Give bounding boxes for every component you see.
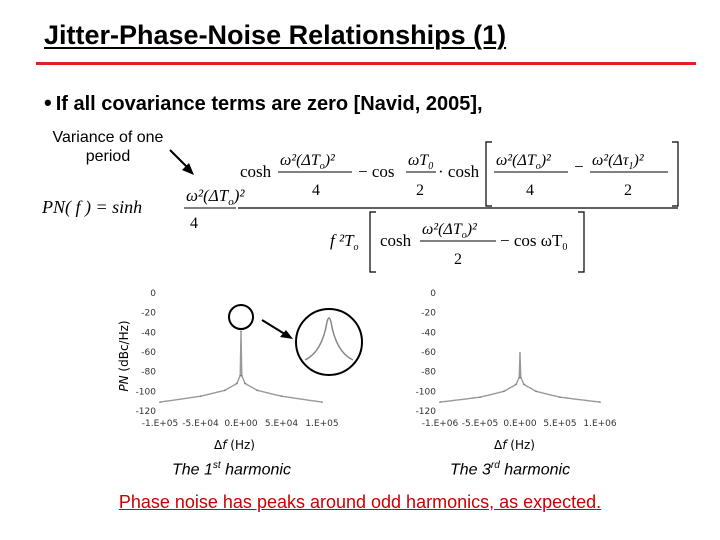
data-point (518, 376, 520, 379)
x-tick-label: -5.E+05 (462, 419, 499, 429)
y-tick-label: -120 (136, 407, 157, 417)
peak-highlight-circle (228, 304, 254, 330)
x-tick-label: 0.E+00 (224, 419, 258, 429)
variance-note: Variance of one period (52, 129, 164, 165)
x-tick-label: 0.E+00 (503, 419, 537, 429)
data-point (523, 383, 525, 386)
data-point (520, 376, 522, 379)
eq-sinh-den: 4 (190, 215, 198, 232)
data-point (199, 395, 202, 398)
x-axis-label-2: Δf (Hz) (494, 438, 535, 452)
x-tick-label: 5.E+04 (265, 419, 299, 429)
note-arrow-head-icon (182, 163, 194, 175)
bullet-point: • If all covariance terms are zero [Navid… (44, 90, 483, 116)
eq-den-minus-cos: − cos ωT0 (500, 231, 567, 253)
data-point (239, 374, 241, 377)
y-tick-label: -80 (421, 368, 436, 378)
eq-num-frac2: ωT0 (408, 152, 433, 172)
eq-den-cosh: cosh (380, 231, 412, 250)
chart-1st-harmonic: 0 -20 -40 -60 -80 -100 -120 -1.E+05 -5.E+04 0.E+0… (136, 289, 339, 429)
y-tick-label: 0 (150, 289, 156, 299)
eq-den-bracket-right (578, 211, 585, 273)
y-tick-label: -40 (421, 328, 436, 338)
zoom-inset-circle (295, 308, 363, 376)
data-point (240, 330, 242, 333)
eq-num-cosh: cosh (240, 162, 272, 181)
bullet-dot-icon: • (44, 90, 52, 115)
y-tick-label: -100 (136, 387, 157, 397)
x-tick-label: -5.E+04 (182, 419, 219, 429)
eq-den-den: 2 (454, 251, 462, 268)
caption-1st-harmonic: The 1st harmonic (172, 460, 291, 479)
data-point (236, 382, 238, 385)
eq-den-f2To: f ²To (330, 231, 359, 253)
data-point (321, 401, 323, 403)
conclusion-text: Phase noise has peaks around odd harmoni… (118, 492, 602, 512)
eq-num-minus: − (574, 157, 584, 176)
y-axis-label: PN (dBc/Hz) (117, 320, 131, 391)
x-tick-label: 5.E+05 (543, 419, 576, 429)
x-tick-label: -1.E+06 (422, 419, 459, 429)
x-tick-label: 1.E+06 (583, 419, 617, 429)
y-tick-label: -20 (141, 309, 156, 319)
bullet-text: If all covariance terms are zero [Navid,… (55, 93, 483, 115)
x-tick-label: -1.E+05 (142, 419, 179, 429)
eq-bracket-right (672, 141, 679, 207)
data-point (535, 390, 537, 393)
data-point (599, 401, 601, 403)
data-point (159, 401, 161, 403)
x-tick-label: 1.E+05 (305, 419, 338, 429)
eq-bracket-left (485, 141, 492, 207)
y-tick-label: -80 (141, 368, 156, 378)
data-point (519, 352, 521, 354)
eq-num-cosh-dot: · cosh (438, 162, 480, 181)
chart-3rd-harmonic: 0 -20 -40 -60 -80 -100 -120 -1.E+06 -5.E+05 0.E+0… (416, 289, 617, 429)
title-divider (36, 62, 696, 65)
zoom-arrow-head-icon (280, 330, 293, 339)
y-tick-label: -60 (141, 348, 156, 358)
y-tick-label: -20 (421, 309, 436, 319)
y-tick-label: -60 (421, 348, 436, 358)
eq-num-minus-cos: − cos (358, 162, 395, 181)
y-tick-label: 0 (430, 289, 436, 299)
slide-title: Jitter-Phase-Noise Relationships (1) (44, 20, 507, 50)
eq-num-den4: 2 (624, 182, 632, 199)
data-point (503, 390, 505, 393)
data-point (256, 389, 259, 392)
data-point (479, 396, 481, 399)
y-tick-label: -120 (416, 407, 437, 417)
eq-num-den2: 2 (416, 182, 424, 199)
data-point (241, 374, 243, 377)
caption-3rd-harmonic: The 3rd harmonic (450, 460, 571, 479)
zoom-inset-peak (304, 317, 354, 361)
y-tick-label: -100 (416, 387, 437, 397)
y-tick-label: -40 (141, 328, 156, 338)
data-point (244, 382, 246, 385)
data-point (559, 396, 561, 399)
x-axis-label-1: Δf (Hz) (214, 438, 255, 452)
eq-lhs: PN( f ) = sinh (41, 197, 142, 218)
data-point (280, 395, 283, 398)
eq-den-bracket-left (369, 211, 376, 273)
data-point (515, 383, 517, 386)
eq-num-den3: 4 (526, 182, 534, 199)
eq-num-den1: 4 (312, 182, 320, 199)
data-point (224, 389, 226, 392)
data-point (439, 401, 441, 403)
